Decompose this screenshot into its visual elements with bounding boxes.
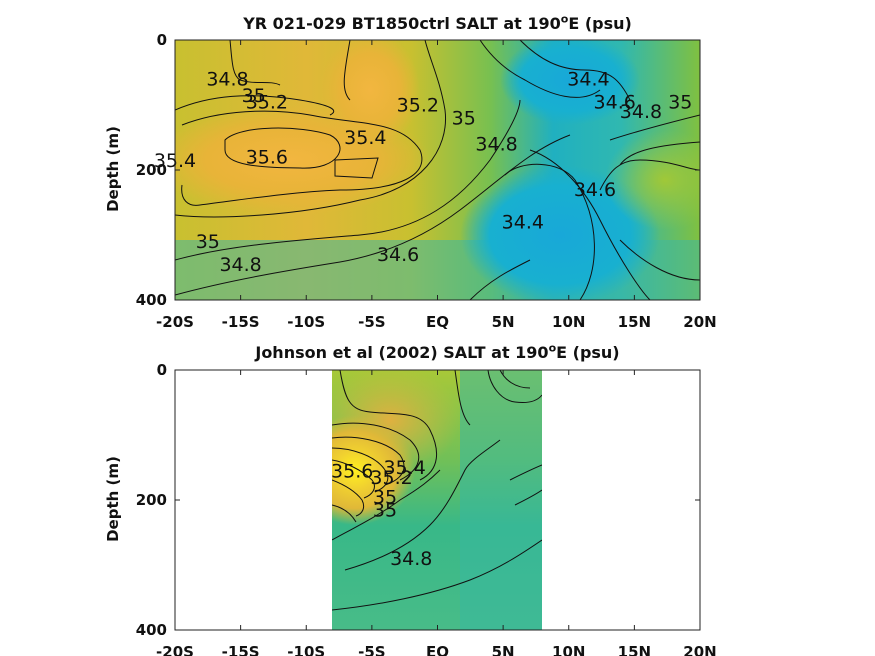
bottom-x-tick-label: 15N	[618, 643, 651, 656]
bottom-contour-label: 35.4	[384, 457, 426, 479]
top-x-tick-label: -20S	[156, 313, 194, 330]
chart-title-top-sup: o	[560, 12, 569, 26]
bottom-y-tick-label: 400	[136, 621, 167, 639]
top-contour-label: 35.4	[344, 127, 386, 149]
top-x-tick-label: 10N	[552, 313, 585, 330]
bottom-contour-label: 35.2	[370, 467, 412, 489]
top-x-tick-label: -10S	[287, 313, 325, 330]
top-contour-label: 34.6	[377, 244, 419, 266]
top-contour-label: 35.2	[397, 95, 439, 117]
top-x-tick-label: -5S	[358, 313, 385, 330]
chart-top: 34.83535.235.435.635.435.23534.834.434.6…	[136, 31, 717, 330]
bottom-contour-label: 35	[373, 499, 397, 521]
top-contour-label: 34.6	[574, 179, 616, 201]
top-x-tick-label: 5N	[492, 313, 515, 330]
axes-top: -20S -15S -10S -5S EQ 5N 10N 15N 20N 0 200 400	[136, 31, 717, 330]
bottom-x-tick-label: -15S	[222, 643, 260, 656]
top-x-tick-label: -15S	[222, 313, 260, 330]
bottom-salinity-field	[332, 370, 542, 630]
chart-title-top-suffix: E (psu)	[568, 14, 632, 33]
bottom-x-tick-label: -5S	[358, 643, 385, 656]
bottom-x-tick-label: 5N	[492, 643, 515, 656]
top-contour-label: 34.4	[502, 212, 544, 234]
top-contour-labels: 34.83535.235.435.635.435.23534.834.434.6…	[154, 69, 693, 276]
chart-title-bottom-suffix: E (psu)	[556, 343, 620, 362]
chart-title-top-main: YR 021-029 BT1850ctrl SALT at 190	[243, 14, 561, 33]
chart-title-bottom-sup: o	[548, 341, 557, 355]
axes-bottom: -20S -15S -10S -5S EQ 5N 10N 15N 20N 0 200 400	[136, 361, 717, 656]
bottom-x-tick-label: 20N	[683, 643, 716, 656]
top-contour-label: 35.6	[246, 147, 288, 169]
top-contour-label: 34.8	[206, 69, 248, 91]
top-salinity-field	[175, 40, 700, 300]
bottom-y-tick-label: 200	[136, 491, 167, 509]
top-y-tick-label: 200	[136, 161, 167, 179]
top-contour-label: 35	[452, 108, 476, 130]
bottom-contour-label: 34.8	[390, 548, 432, 570]
top-contour-label: 34.8	[475, 134, 517, 156]
top-contour-label: 34.4	[567, 69, 609, 91]
bottom-x-tick-label: -20S	[156, 643, 194, 656]
top-contour-label: 34.8	[219, 254, 261, 276]
top-y-tick-label: 0	[157, 31, 167, 49]
top-y-tick-label: 400	[136, 291, 167, 309]
chart-title-bottom-main: Johnson et al (2002) SALT at 190	[255, 343, 549, 362]
top-x-tick-label: 15N	[618, 313, 651, 330]
top-contour-label: 35	[668, 91, 692, 113]
top-contour-label: 34.8	[620, 101, 662, 123]
top-contour-label: 35.2	[246, 91, 288, 113]
bottom-contour-label: 35	[373, 486, 397, 508]
bottom-x-tick-label: 10N	[552, 643, 585, 656]
top-contour-label: 35	[196, 231, 220, 253]
top-x-tick-label: EQ	[426, 313, 449, 330]
bottom-y-tick-label: 0	[157, 361, 167, 379]
chart-title-bottom: Johnson et al (2002) SALT at 190oE (psu)	[175, 343, 700, 362]
chart-title-top: YR 021-029 BT1850ctrl SALT at 190oE (psu…	[175, 14, 700, 33]
top-x-tick-label: 20N	[683, 313, 716, 330]
bottom-contour-label: 35.6	[331, 460, 373, 482]
bottom-x-tick-label: -10S	[287, 643, 325, 656]
bottom-x-tick-label: EQ	[426, 643, 449, 656]
top-contour-label: 34.6	[594, 91, 636, 113]
top-contour-label: 35	[242, 85, 266, 107]
